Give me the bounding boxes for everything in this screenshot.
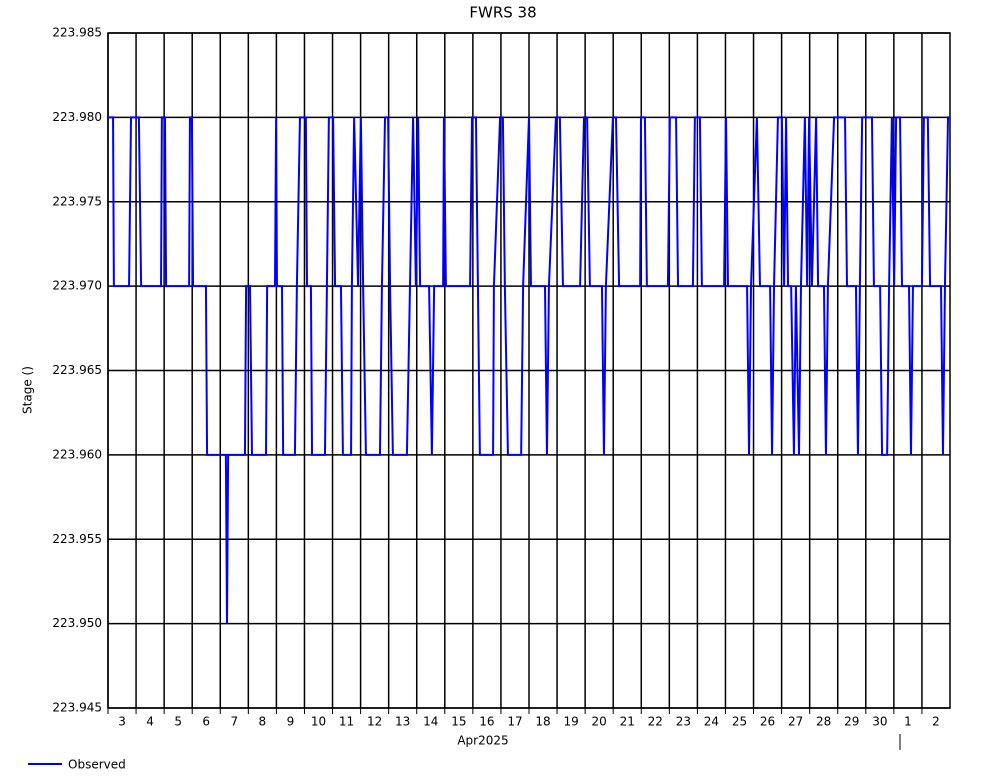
x-tick-label: 17	[507, 715, 522, 729]
x-tick-label: 24	[704, 715, 719, 729]
x-tick-label: 10	[311, 715, 326, 729]
y-tick-label: 223.945	[52, 701, 102, 715]
x-tick-label: 2	[932, 715, 940, 729]
plot-frame	[107, 32, 951, 709]
x-tick-label: 11	[339, 715, 354, 729]
x-tick-label: 29	[844, 715, 859, 729]
y-tick-label: 223.965	[52, 363, 102, 377]
y-tick-label: 223.980	[52, 110, 102, 124]
x-tick-label: 7	[230, 715, 238, 729]
x-tick-label: 27	[788, 715, 803, 729]
y-tick-label: 223.955	[52, 532, 102, 546]
x-tick-label: 26	[760, 715, 775, 729]
x-tick-label: 8	[259, 715, 267, 729]
x-tick-label: 16	[479, 715, 494, 729]
x-tick-label: 1	[904, 715, 912, 729]
y-tick-label: 223.960	[52, 447, 102, 461]
x-tick-label: 13	[395, 715, 410, 729]
x-tick-label: 5	[174, 715, 182, 729]
x-tick-label: 28	[816, 715, 831, 729]
x-tick-label: 3	[118, 715, 126, 729]
x-tick-label: 25	[732, 715, 747, 729]
x-tick-label: 22	[648, 715, 663, 729]
x-tick-label: 20	[592, 715, 607, 729]
x-tick-label: 4	[146, 715, 154, 729]
y-tick-label: 223.975	[52, 194, 102, 208]
x-axis-label: Apr2025	[457, 734, 508, 748]
y-tick-label: 223.950	[52, 616, 102, 630]
x-tick-label: 14	[423, 715, 438, 729]
chart-title: FWRS 38	[469, 4, 536, 22]
series-line	[108, 116, 950, 624]
x-tick-label: 9	[287, 715, 295, 729]
y-tick-label: 223.985	[52, 26, 102, 40]
x-tick-label: 19	[563, 715, 578, 729]
x-tick-label: 21	[620, 715, 635, 729]
x-tick-label: 23	[676, 715, 691, 729]
x-tick-label: 12	[367, 715, 382, 729]
x-tick-label: 30	[872, 715, 887, 729]
x-tick-label: 18	[535, 715, 550, 729]
legend-label: Observed	[68, 758, 126, 772]
x-tick-label: 6	[202, 715, 210, 729]
y-tick-label: 223.970	[52, 279, 102, 293]
x-tick-label: 15	[451, 715, 466, 729]
y-axis-label: Stage ()	[21, 366, 35, 414]
